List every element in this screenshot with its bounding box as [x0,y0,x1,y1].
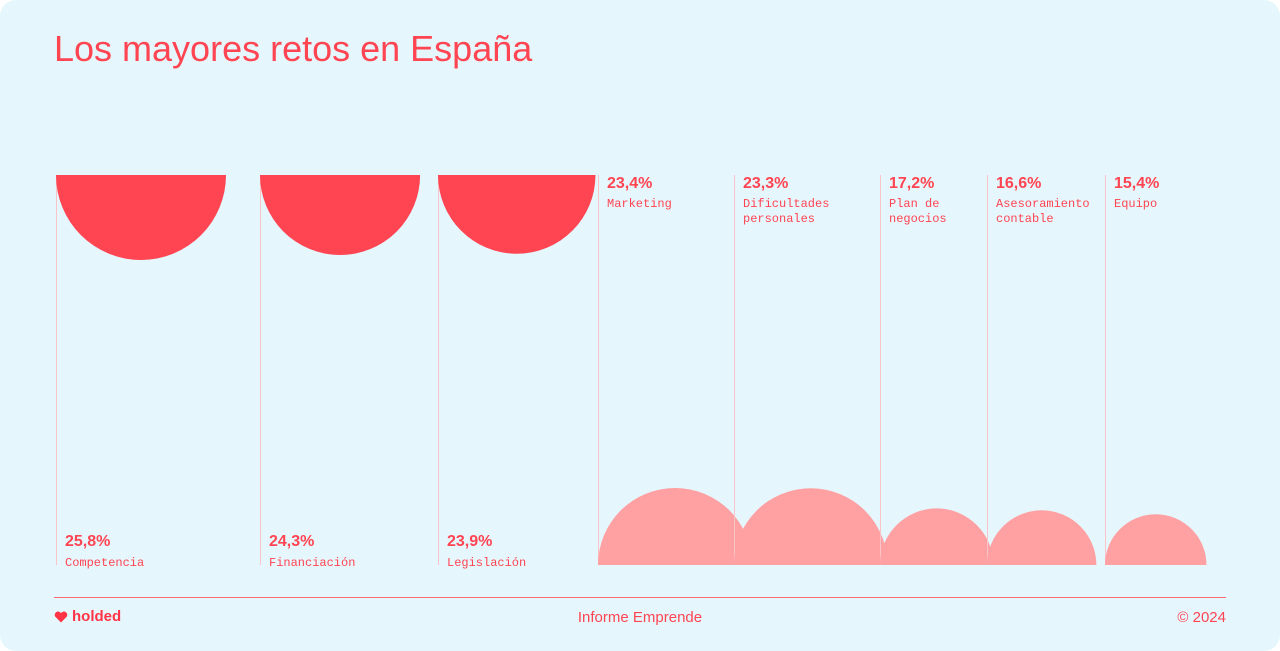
category-label: Competencia [65,556,144,570]
value-label: 23,4% [607,175,652,192]
heart-logo-icon [54,611,68,622]
category-label: Dificultades [743,197,829,211]
copyright: © 2024 [1177,609,1226,626]
category-label: Financiación [269,556,355,570]
category-label: Marketing [607,197,672,211]
report-name: Informe Emprende [577,609,703,626]
page-title: Los mayores retos en España [54,28,533,69]
value-label: 16,6% [996,175,1041,192]
value-label: 15,4% [1114,175,1159,192]
half-circle-mark [598,487,753,565]
category-label: contable [996,212,1054,226]
half-circle-mark [987,510,1097,565]
category-label: Equipo [1114,197,1157,211]
category-label: Legislación [447,556,526,570]
value-label: 24,3% [269,533,314,550]
value-label: 25,8% [65,533,110,550]
half-circle-mark [438,175,596,254]
half-circle-mark [880,508,994,565]
brand-name: holded [72,608,122,625]
value-label: 23,3% [743,175,788,192]
category-label: Asesoramiento [996,197,1090,211]
half-circle-mark [734,488,888,565]
footer-divider [54,597,1226,598]
category-label: personales [743,212,815,226]
value-label: 17,2% [889,175,934,192]
half-circle-mark [260,175,421,256]
value-label: 23,9% [447,533,492,550]
category-label: Plan de [889,197,939,211]
category-label: negocios [889,212,947,226]
half-circle-mark [1105,514,1207,565]
brand-logo: holded [54,608,121,625]
half-circle-mark [56,175,226,260]
